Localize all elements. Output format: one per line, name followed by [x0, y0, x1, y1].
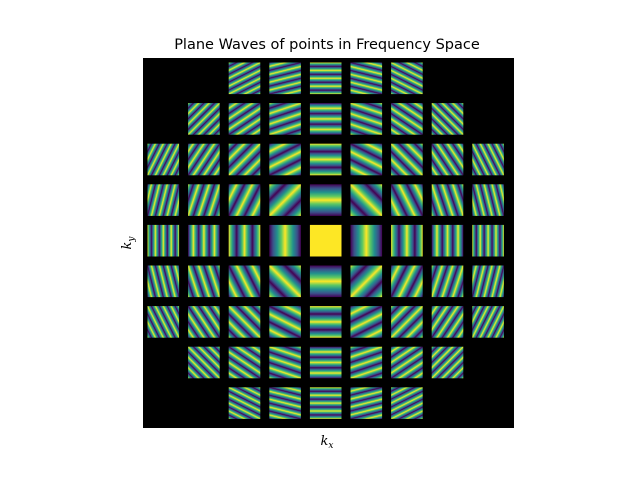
- wave-cell-kx-1-ky4: [269, 62, 301, 95]
- wave-cell-kx-1-ky2: [269, 143, 301, 176]
- wave-cell-kx-1-ky0: [269, 224, 301, 257]
- wave-cell-kx0-ky0: [309, 224, 342, 257]
- wave-cell-kx-2-ky1: [228, 184, 261, 216]
- wave-cell-kx2-ky1: [391, 184, 423, 216]
- wave-cell-kx-2-ky3: [228, 103, 261, 135]
- wave-cell-kx1-ky0: [350, 224, 383, 257]
- wave-cell-kx4-ky-2: [472, 306, 504, 338]
- wave-cell-kx0-ky4: [309, 62, 342, 95]
- wave-cell-kx3-ky0: [431, 224, 464, 257]
- wave-cell-kx-4-ky2: [147, 143, 180, 176]
- wave-cell-kx-3-ky-2: [188, 306, 220, 338]
- wave-cell-kx0-ky3: [309, 103, 342, 135]
- wave-cell-kx2-ky3: [391, 103, 423, 135]
- wave-cell-kx2-ky-3: [391, 346, 423, 379]
- wave-cell-kx1-ky-2: [350, 306, 383, 338]
- y-axis-label: ky: [120, 236, 137, 250]
- wave-cell-kx2-ky0: [391, 224, 423, 257]
- wave-cell-kx1-ky-4: [350, 387, 383, 419]
- wave-cell-kx-3-ky0: [188, 224, 220, 257]
- wave-cell-kx-3-ky3: [188, 103, 220, 135]
- wave-cell-kx4-ky1: [472, 184, 504, 216]
- wave-cell-kx2-ky2: [391, 143, 423, 176]
- wave-cell-kx-4-ky-2: [147, 306, 180, 338]
- wave-cell-kx-2-ky4: [228, 62, 261, 95]
- wave-cell-kx-2-ky-3: [228, 346, 261, 379]
- wave-cell-kx1-ky-3: [350, 346, 383, 379]
- wave-cell-kx-3-ky-3: [188, 346, 220, 379]
- wave-cell-kx4-ky-1: [472, 265, 504, 298]
- wave-cell-kx-2-ky2: [228, 143, 261, 176]
- wave-cell-kx1-ky2: [350, 143, 383, 176]
- wave-cell-kx-1-ky-1: [269, 265, 301, 298]
- wave-cell-kx1-ky4: [350, 62, 383, 95]
- wave-cell-kx-3-ky-1: [188, 265, 220, 298]
- wave-cell-kx1-ky1: [350, 184, 383, 216]
- wave-cell-kx-1-ky-3: [269, 346, 301, 379]
- wave-cell-kx-4-ky1: [147, 184, 180, 216]
- wave-cell-kx-3-ky1: [188, 184, 220, 216]
- chart-title: Plane Waves of points in Frequency Space: [174, 37, 480, 53]
- wave-cell-kx0-ky-4: [309, 387, 342, 419]
- wave-cell-kx3-ky-1: [431, 265, 464, 298]
- wave-cell-kx-2-ky0: [228, 224, 261, 257]
- wave-cell-kx4-ky2: [472, 143, 504, 176]
- x-axis-label: kx: [321, 434, 334, 451]
- wave-cell-kx-2-ky-4: [228, 387, 261, 419]
- wave-cell-kx2-ky4: [391, 62, 423, 95]
- wave-cell-kx3-ky-2: [431, 306, 464, 338]
- wave-cell-kx1-ky-1: [350, 265, 383, 298]
- wave-cell-kx-1-ky1: [269, 184, 301, 216]
- wave-cell-kx4-ky0: [472, 224, 504, 257]
- wave-cell-kx-1-ky-2: [269, 306, 301, 338]
- wave-cell-kx-4-ky0: [147, 224, 180, 257]
- wave-cell-kx3-ky-3: [431, 346, 464, 379]
- wave-cell-kx2-ky-4: [391, 387, 423, 419]
- wave-cell-kx0-ky2: [309, 143, 342, 176]
- wave-cell-kx3-ky1: [431, 184, 464, 216]
- wave-cells: [147, 62, 504, 419]
- wave-cell-kx-2-ky-2: [228, 306, 261, 338]
- wave-cell-kx0-ky1: [309, 184, 342, 216]
- wave-cell-kx-1-ky-4: [269, 387, 301, 419]
- wave-cell-kx0-ky-2: [309, 306, 342, 338]
- wave-cell-kx3-ky3: [431, 103, 464, 135]
- wave-cell-kx-1-ky3: [269, 103, 301, 135]
- wave-cell-kx2-ky-1: [391, 265, 423, 298]
- wave-cell-kx0-ky-3: [309, 346, 342, 379]
- wave-cell-kx1-ky3: [350, 103, 383, 135]
- wave-cell-kx2-ky-2: [391, 306, 423, 338]
- wave-cell-kx0-ky-1: [309, 265, 342, 298]
- wave-cell-kx-4-ky-1: [147, 265, 180, 298]
- wave-cell-kx-2-ky-1: [228, 265, 261, 298]
- wave-cell-kx3-ky2: [431, 143, 464, 176]
- wave-cell-kx-3-ky2: [188, 143, 220, 176]
